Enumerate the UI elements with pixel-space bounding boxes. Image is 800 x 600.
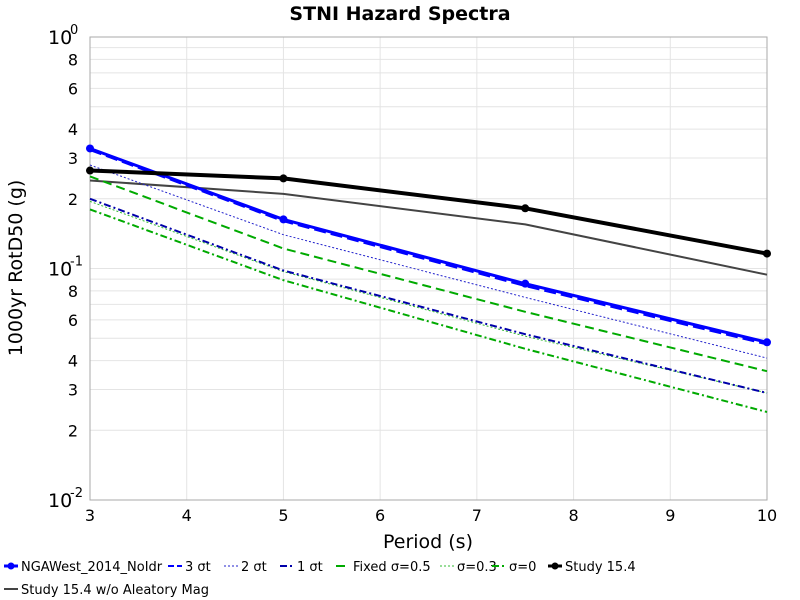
series-lines <box>86 144 771 413</box>
y-tick-label-major: 10 <box>48 27 72 49</box>
x-axis-label: Period (s) <box>383 531 473 553</box>
y-tick-label-major: 10 <box>48 259 72 281</box>
series-point-7 <box>86 166 94 175</box>
legend-label-1: 3 σt <box>185 560 211 575</box>
legend-label-8: Study 15.4 w/o Aleatory Mag <box>21 583 209 598</box>
x-tick-label: 8 <box>568 506 578 525</box>
plot-area <box>89 36 768 501</box>
y-tick-label-minor: 8 <box>68 282 78 301</box>
y-tick-label-minor: 4 <box>68 352 78 371</box>
y-tick-exponent: 0 <box>70 23 78 38</box>
legend-label-2: 2 σt <box>241 560 267 575</box>
y-axis-label: 1000yr RotD50 (g) <box>5 180 27 357</box>
legend: NGAWest_2014_NoIdr 3 σt 2 σt 1 σt Fixed σ=0.… <box>4 560 636 598</box>
series-point-0 <box>763 338 771 347</box>
series-line-0 <box>89 147 768 344</box>
x-axis-ticks: 3 4 5 6 7 8 9 10 <box>85 506 777 525</box>
x-tick-label: 6 <box>375 506 385 525</box>
y-tick-label-minor: 8 <box>68 50 78 69</box>
series-line-7 <box>89 168 768 256</box>
series-line-4 <box>89 175 768 373</box>
x-tick-label: 10 <box>757 506 777 525</box>
x-tick-label: 9 <box>665 506 675 525</box>
y-tick-label-minor: 3 <box>68 149 78 168</box>
legend-marker-7 <box>551 562 559 570</box>
x-tick-label: 7 <box>472 506 482 525</box>
legend-marker-0 <box>7 562 15 570</box>
y-tick-exponent: -1 <box>70 255 83 270</box>
legend-label-0: NGAWest_2014_NoIdr <box>21 560 163 575</box>
series-line-2 <box>89 164 768 359</box>
series-point-0 <box>521 279 530 288</box>
legend-label-4: Fixed σ=0.5 <box>353 560 431 575</box>
y-tick-label-minor: 2 <box>68 190 78 209</box>
legend-label-3: 1 σt <box>297 560 323 575</box>
grid-lines <box>89 36 768 501</box>
series-point-0 <box>86 144 94 153</box>
x-tick-label: 3 <box>85 506 95 525</box>
y-tick-exponent: -2 <box>70 486 83 501</box>
series-point-7 <box>763 249 771 258</box>
series-line-8 <box>89 179 768 276</box>
series-line-5 <box>89 200 768 394</box>
legend-label-7: Study 15.4 <box>565 560 636 575</box>
x-tick-label: 4 <box>182 506 192 525</box>
x-tick-label: 5 <box>278 506 288 525</box>
y-tick-label-minor: 4 <box>68 120 78 139</box>
series-point-7 <box>279 174 288 183</box>
y-tick-label-minor: 6 <box>68 311 78 330</box>
y-tick-label-minor: 2 <box>68 421 78 440</box>
legend-label-6: σ=0 <box>509 560 536 575</box>
series-line-1 <box>89 149 768 346</box>
series-point-7 <box>521 204 530 213</box>
y-tick-label-minor: 6 <box>68 79 78 98</box>
series-point-0 <box>279 215 288 224</box>
y-tick-label-minor: 3 <box>68 381 78 400</box>
chart-title: STNI Hazard Spectra <box>289 3 510 25</box>
legend-label-5: σ=0.3 <box>457 560 497 575</box>
series-line-3 <box>89 197 768 394</box>
y-tick-label-major: 10 <box>48 490 72 512</box>
series-line-6 <box>89 208 768 413</box>
